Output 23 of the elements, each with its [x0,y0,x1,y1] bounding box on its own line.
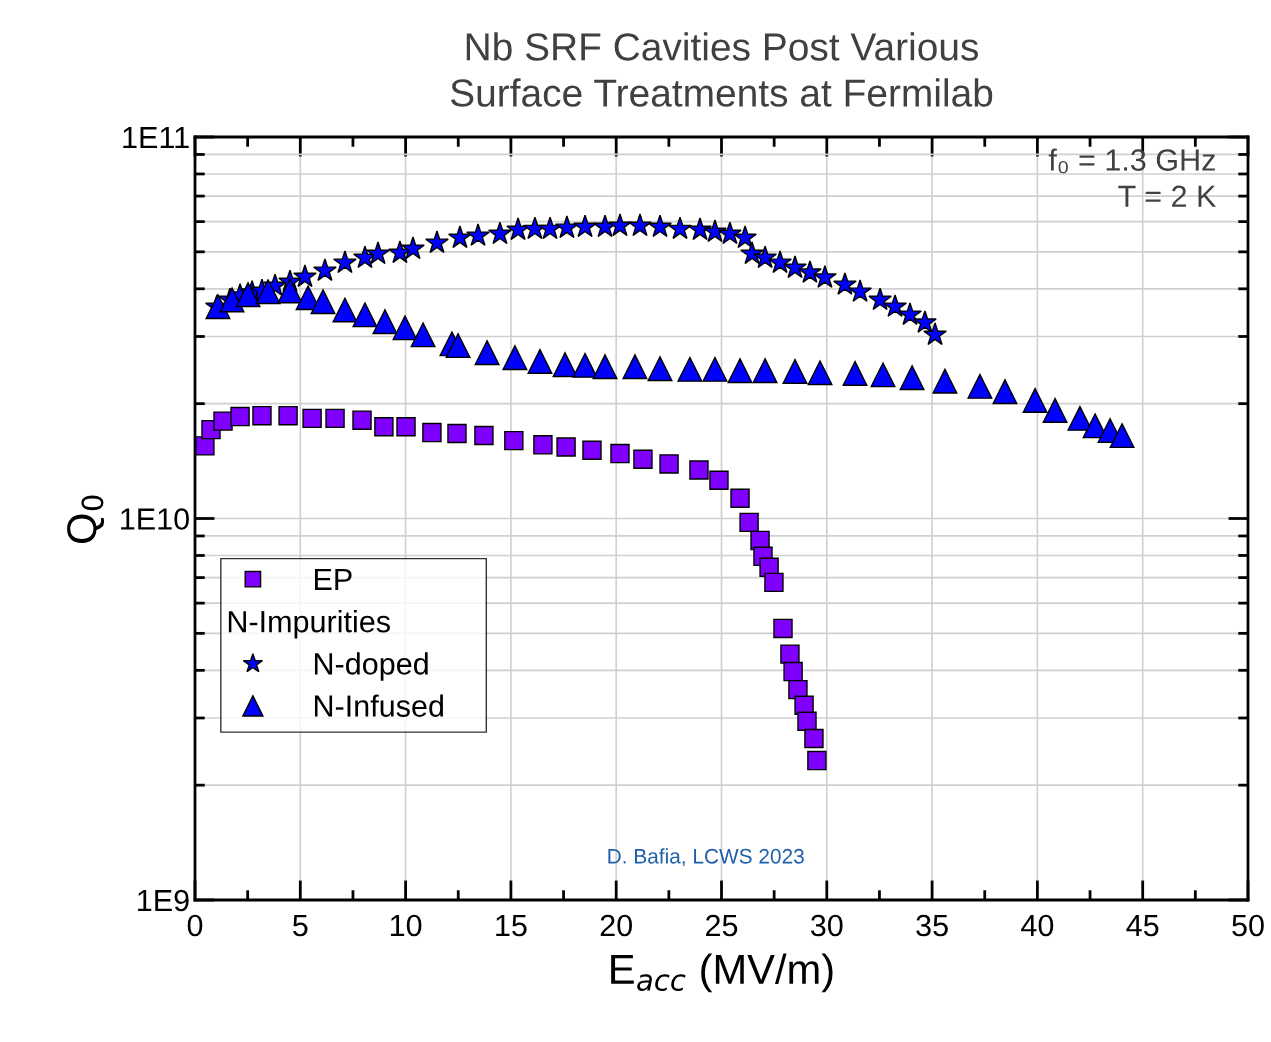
x-tick-label: 35 [916,914,948,937]
x-axis-title: E$_{acc}$ (MV/m) [611,953,833,993]
x-tick-label: 20 [600,914,632,937]
legend-label: EP [314,568,352,590]
y-tick-label: 1E10 [121,508,189,530]
x-tick-label: 0 [187,914,203,937]
annotation: N-Impurities [228,610,390,639]
x-tick-label: 10 [390,914,422,937]
x-tick-label: 5 [293,915,308,937]
x-tick-label: 25 [706,914,738,937]
y-tick-label: 1E9 [138,889,189,912]
x-tick-label: 40 [1021,914,1054,937]
x-tick-label: 30 [810,914,843,937]
y-axis-title: Q$_{0}$ [67,495,105,543]
y-tick-label: 1E11 [123,127,189,149]
legend-label: N-doped [314,652,428,681]
legend-label: N-Infused [314,694,443,717]
annotation: f₀ = 1.3 GHz T = 2 K [1048,148,1217,207]
annotation: D. Bafia, LCWS 2023 [608,848,804,867]
x-tick-label: 15 [496,915,527,937]
chart-title: Nb SRF Cavities Post Various Surface Treatments at Fermilab [450,32,993,107]
x-tick-label: 50 [1232,914,1264,937]
x-tick-label: 45 [1126,915,1159,937]
